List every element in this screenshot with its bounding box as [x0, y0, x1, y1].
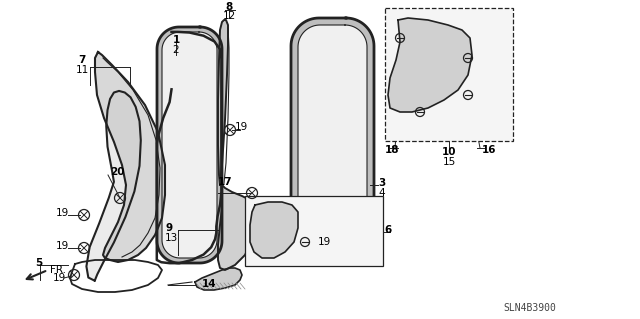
Text: 7: 7: [78, 55, 86, 65]
Text: 15: 15: [442, 157, 456, 167]
Text: 3: 3: [378, 178, 385, 188]
Polygon shape: [157, 27, 222, 263]
Text: 17: 17: [218, 177, 232, 187]
Polygon shape: [218, 185, 255, 270]
Text: 4: 4: [378, 188, 385, 198]
Text: 19: 19: [56, 241, 69, 251]
Text: 19: 19: [56, 208, 69, 218]
Text: 19: 19: [235, 122, 248, 132]
Bar: [245, 196, 383, 266]
Text: 11: 11: [76, 65, 88, 75]
Polygon shape: [95, 52, 165, 262]
Polygon shape: [218, 20, 228, 185]
Text: 19: 19: [318, 237, 332, 247]
Text: 18: 18: [385, 145, 399, 155]
Polygon shape: [298, 25, 367, 255]
Text: 13: 13: [165, 233, 179, 243]
Text: 5: 5: [35, 258, 42, 268]
Text: 12: 12: [222, 11, 236, 21]
Polygon shape: [195, 268, 242, 290]
Text: 9: 9: [165, 223, 172, 233]
Bar: [385, 8, 513, 141]
Polygon shape: [86, 91, 141, 281]
Text: 10: 10: [442, 147, 456, 157]
Text: 16: 16: [482, 145, 497, 155]
Text: 6: 6: [384, 225, 391, 235]
Text: SLN4B3900: SLN4B3900: [504, 303, 556, 313]
Polygon shape: [162, 32, 217, 258]
Text: 2: 2: [173, 45, 179, 55]
Text: 1: 1: [172, 35, 180, 45]
Text: FR.: FR.: [50, 265, 66, 275]
Polygon shape: [388, 18, 472, 112]
Text: 8: 8: [225, 2, 232, 12]
Text: 20: 20: [110, 167, 125, 177]
Text: 14: 14: [202, 279, 216, 289]
Text: 19: 19: [53, 273, 67, 283]
Polygon shape: [291, 18, 374, 262]
Polygon shape: [250, 202, 298, 258]
